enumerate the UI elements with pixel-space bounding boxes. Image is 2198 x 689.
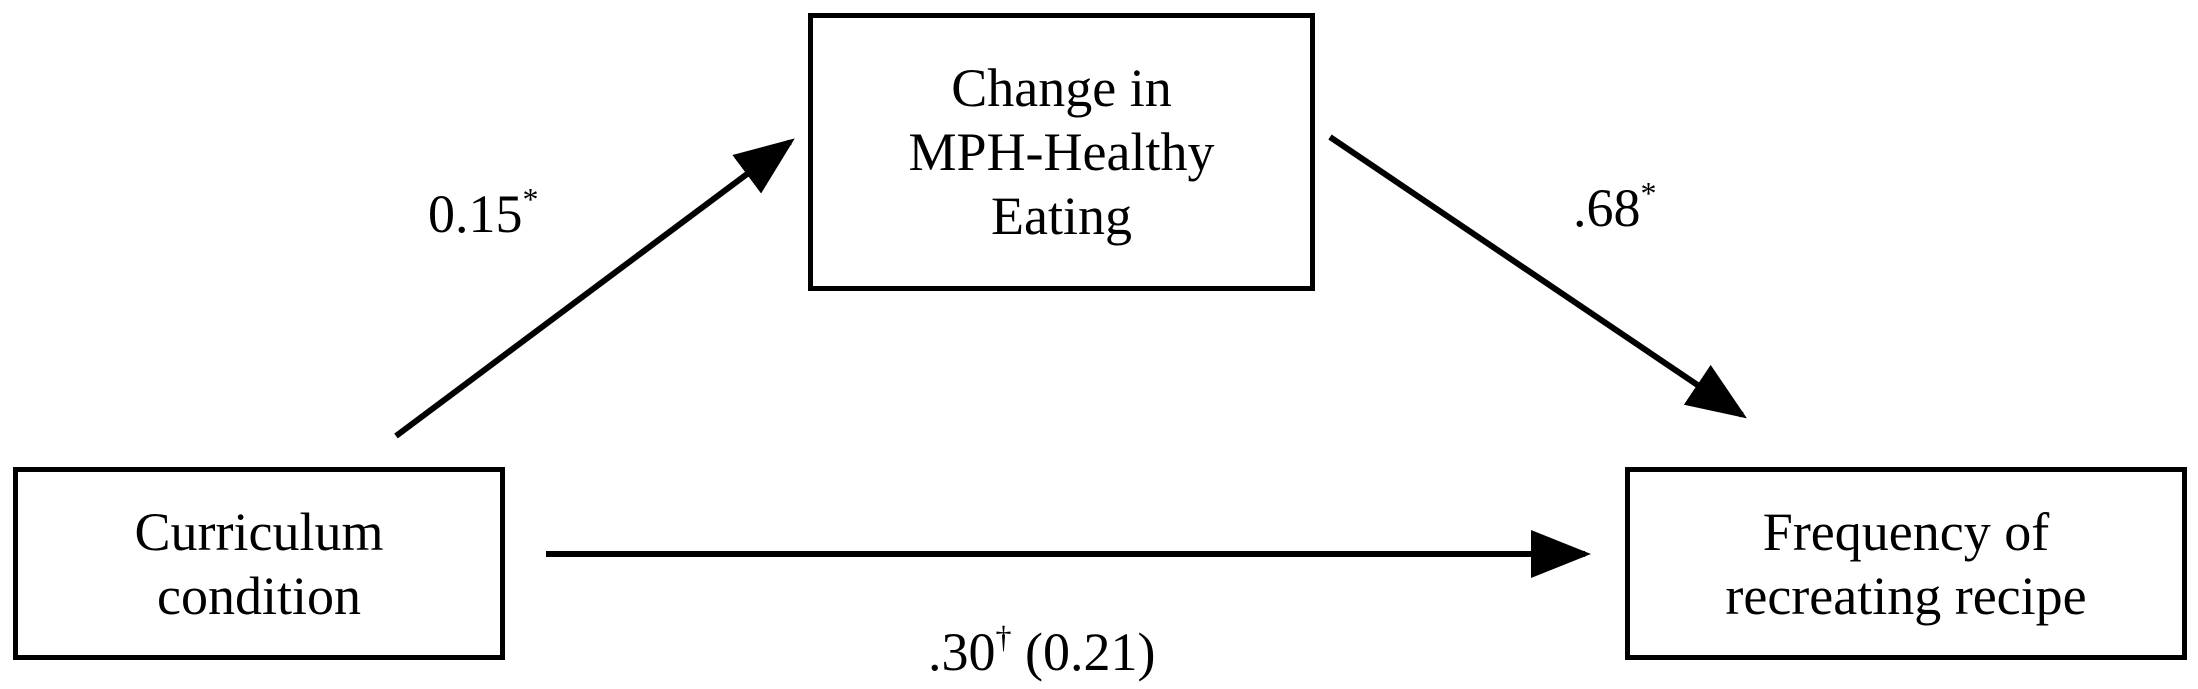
- predictor-label-line-2: condition: [157, 565, 361, 626]
- path-a-coefficient: 0.15*: [428, 181, 539, 251]
- outcome-label-line-2: recreating recipe: [1725, 565, 2087, 626]
- path-c-value: .30: [928, 622, 996, 682]
- mediator-label-line-2: MPH-Healthy: [908, 122, 1215, 182]
- path-b-significance-mark: *: [1640, 175, 1657, 211]
- path-a-significance-mark: *: [522, 181, 539, 217]
- path-b-value: .68: [1573, 178, 1641, 238]
- path-c-significance-mark: †: [995, 619, 1012, 655]
- mediator-label-line-1: Change in: [951, 58, 1172, 118]
- path-c-direct-effect: (0.21): [1011, 622, 1156, 682]
- path-c-coefficient: .30† (0.21): [928, 619, 1156, 689]
- predictor-box: Curriculum condition: [13, 467, 505, 660]
- mediator-label-line-3: Eating: [991, 186, 1132, 246]
- arrow-mediator-to-outcome: [1328, 134, 1747, 419]
- path-a-value: 0.15: [428, 184, 523, 244]
- outcome-label-line-1: Frequency of: [1762, 501, 2050, 562]
- mediator-box: Change in MPH-Healthy Eating: [808, 13, 1315, 291]
- path-b-coefficient: .68*: [1573, 175, 1657, 245]
- predictor-label-line-1: Curriculum: [134, 501, 384, 562]
- outcome-box: Frequency of recreating recipe: [1625, 467, 2187, 660]
